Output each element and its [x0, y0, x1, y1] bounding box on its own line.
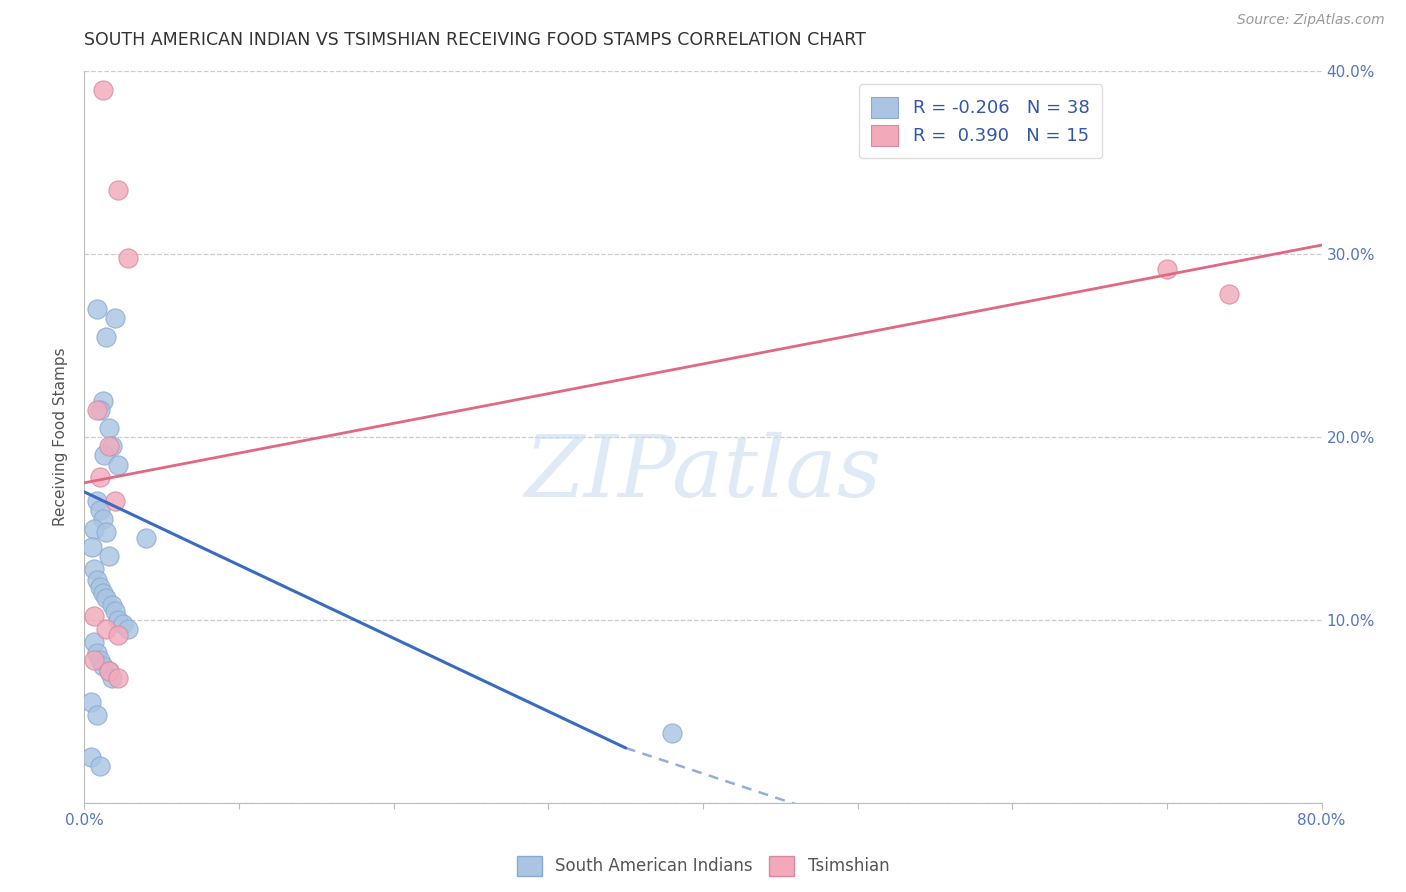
Point: [1156, 261, 1178, 276]
Legend: South American Indians, Tsimshian: South American Indians, Tsimshian: [510, 850, 896, 882]
Point: [86, 646, 108, 660]
Point: [94, 622, 117, 636]
Point: [661, 726, 683, 740]
Point: [86, 494, 108, 508]
Point: [101, 672, 124, 686]
Point: [93, 449, 115, 463]
Point: [91, 393, 114, 408]
Point: [83, 635, 105, 649]
Point: [86, 301, 108, 317]
Text: SOUTH AMERICAN INDIAN VS TSIMSHIAN RECEIVING FOOD STAMPS CORRELATION CHART: SOUTH AMERICAN INDIAN VS TSIMSHIAN RECEI…: [84, 31, 866, 49]
Point: [107, 613, 129, 627]
Point: [89, 653, 111, 667]
Point: [107, 672, 129, 686]
Point: [83, 653, 105, 667]
Point: [107, 627, 129, 641]
Point: [94, 329, 117, 343]
Point: [86, 402, 108, 417]
Point: [104, 311, 127, 326]
Point: [83, 521, 105, 535]
Point: [98, 664, 121, 678]
Point: [117, 622, 139, 636]
Point: [83, 609, 105, 624]
Point: [89, 470, 111, 484]
Point: [86, 573, 108, 587]
Point: [98, 664, 121, 678]
Point: [101, 599, 124, 613]
Point: [86, 708, 108, 723]
Point: [89, 503, 111, 517]
Point: [117, 251, 139, 265]
Point: [89, 759, 111, 773]
Point: [1218, 287, 1240, 301]
Point: [91, 82, 114, 96]
Y-axis label: Receiving Food Stamps: Receiving Food Stamps: [53, 348, 69, 526]
Point: [91, 512, 114, 526]
Point: [79, 750, 101, 764]
Point: [89, 580, 111, 594]
Point: [98, 421, 121, 435]
Text: Source: ZipAtlas.com: Source: ZipAtlas.com: [1237, 13, 1385, 28]
Point: [135, 531, 157, 545]
Point: [89, 402, 111, 417]
Point: [112, 616, 135, 631]
Text: ZIPatlas: ZIPatlas: [524, 433, 882, 515]
Point: [94, 591, 117, 605]
Point: [83, 562, 105, 576]
Point: [107, 458, 129, 472]
Point: [107, 183, 129, 197]
Point: [104, 604, 127, 618]
Point: [104, 494, 127, 508]
Point: [91, 658, 114, 673]
Point: [82, 540, 104, 554]
Point: [98, 439, 121, 453]
Point: [98, 549, 121, 563]
Point: [79, 695, 101, 709]
Point: [91, 585, 114, 599]
Point: [94, 525, 117, 540]
Point: [101, 439, 124, 453]
